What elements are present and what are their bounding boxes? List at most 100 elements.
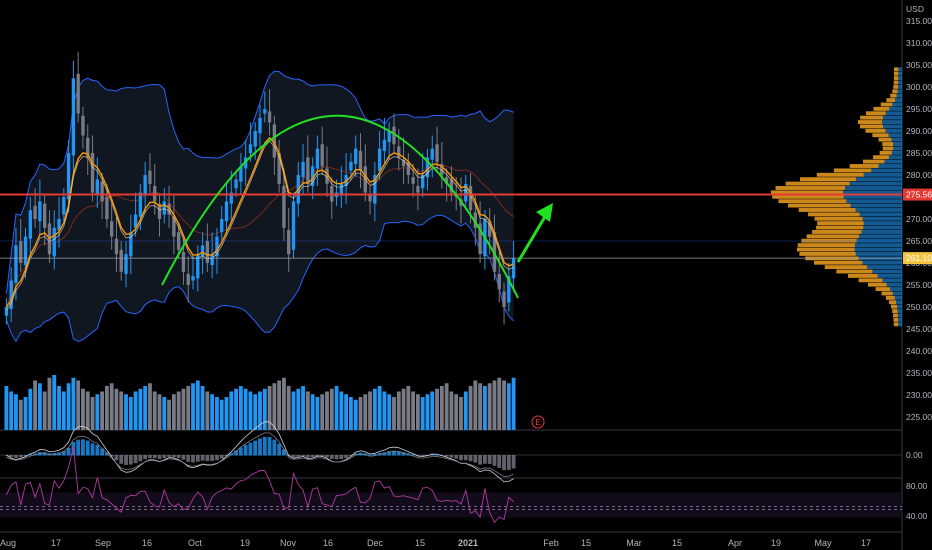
volume-bar (262, 388, 267, 430)
profile-bar-down (893, 322, 899, 327)
candles (4, 51, 516, 325)
profile-bar-down (770, 190, 844, 195)
profile-bar-up (859, 212, 902, 217)
macd-histogram-bar (301, 455, 305, 457)
candle-body (33, 205, 37, 219)
profile-bar-up (862, 216, 902, 221)
macd-histogram-bar (305, 455, 310, 458)
macd-histogram-bar (28, 454, 33, 456)
macd-histogram-bar (119, 455, 124, 464)
volume-bar (444, 383, 449, 430)
profile-bar-down (893, 313, 898, 318)
candle-body (507, 276, 511, 303)
macd-histogram-bar (37, 452, 42, 456)
macd-histogram-bar (186, 455, 191, 462)
price-tick-label: 290.00 (906, 126, 932, 136)
volume-bar (210, 394, 215, 430)
candle-body (19, 240, 23, 263)
candle-body (282, 186, 286, 228)
volume-bar (506, 383, 511, 430)
profile-bar-up (854, 247, 902, 252)
macd-histogram-bar (511, 455, 516, 469)
candle-body (229, 192, 233, 204)
candle-body (339, 183, 344, 195)
candle-body (473, 212, 478, 228)
macd-histogram-bar (478, 455, 483, 465)
profile-bar-down (893, 84, 899, 89)
volume-bar (401, 388, 406, 430)
currency-label[interactable]: USD (906, 4, 924, 14)
volume-bar (224, 397, 229, 430)
candle-body (511, 258, 516, 279)
candle-body (421, 175, 425, 189)
earnings-marker[interactable]: E (531, 415, 545, 429)
volume-bar (492, 380, 497, 430)
upward-arrow-shaft (516, 214, 548, 263)
candle-body (224, 201, 229, 222)
macd-histogram-bar (128, 455, 133, 465)
volume-bar (14, 394, 18, 430)
candle-body (9, 280, 13, 310)
candle-body (162, 201, 166, 215)
profile-bar-down (785, 181, 850, 186)
macd-histogram-bar (90, 443, 95, 456)
volume-bar (411, 391, 416, 430)
macd-histogram-bar (349, 455, 353, 457)
volume-bar (325, 391, 329, 430)
profile-bar-down (893, 80, 899, 85)
macd-histogram-bar (339, 455, 344, 460)
volume-bar (234, 388, 238, 430)
candle-body (354, 148, 358, 165)
macd-histogram-bar (234, 450, 238, 456)
macd-histogram-bar (109, 455, 114, 457)
macd-histogram-bar (492, 455, 497, 466)
volume-bar (195, 380, 200, 430)
macd-histogram-bar (162, 455, 167, 459)
ema-slow (6, 140, 514, 311)
macd-histogram-bar (167, 455, 171, 457)
profile-bar-up (885, 111, 902, 116)
macd-histogram-bar (171, 455, 176, 458)
candle-body (52, 227, 56, 257)
candle-body (172, 216, 176, 237)
profile-bar-up (882, 120, 902, 124)
volume-bar (23, 397, 28, 430)
candle-body (253, 131, 257, 147)
profile-bar-down (882, 142, 894, 146)
time-tick-label: 2021 (458, 538, 478, 548)
macd-histogram-bar (210, 455, 215, 461)
volume-bars (4, 375, 516, 430)
candle-body (387, 131, 391, 143)
price-tick-label: 280.00 (906, 170, 932, 180)
candle-body (478, 223, 482, 255)
macd-histogram-bar (124, 455, 128, 465)
macd-line (6, 421, 514, 483)
time-axis[interactable]: Aug 17 Sep 16 Oct 19 Nov 16 Dec 15 2021 Feb 15 Mar 15 A… (0, 538, 871, 548)
volume-profile (770, 67, 902, 327)
profile-bar-down (880, 102, 893, 107)
price-axis[interactable]: 225.00 230.00 235.00 240.00 245.00 250.00 255.… (903, 16, 932, 422)
candle-body (358, 150, 363, 171)
volume-bar (406, 386, 411, 430)
profile-bar-down (888, 300, 897, 305)
profile-bar-down (893, 317, 899, 322)
rsi-tick-label: 40.00 (906, 511, 928, 521)
price-tick-label: 265.00 (906, 236, 932, 246)
volume-bar (238, 386, 243, 430)
macd-histogram-bar (396, 451, 401, 456)
candle-body (425, 157, 430, 178)
macd-histogram-bar (267, 436, 272, 456)
profile-bar-up (872, 269, 902, 274)
macd-histogram-bar (325, 455, 329, 458)
volume-bar (61, 391, 66, 430)
time-tick-label: 15 (581, 538, 591, 548)
profile-bar-down (885, 295, 895, 300)
profile-bar-up (878, 164, 902, 168)
macd-histogram-bar (133, 455, 138, 464)
volume-bar (387, 394, 392, 430)
price-badge-label: 261.10 (906, 253, 932, 263)
profile-bar-up (893, 146, 902, 151)
time-tick-label: Sep (95, 538, 111, 548)
profile-bar-up (888, 155, 902, 160)
